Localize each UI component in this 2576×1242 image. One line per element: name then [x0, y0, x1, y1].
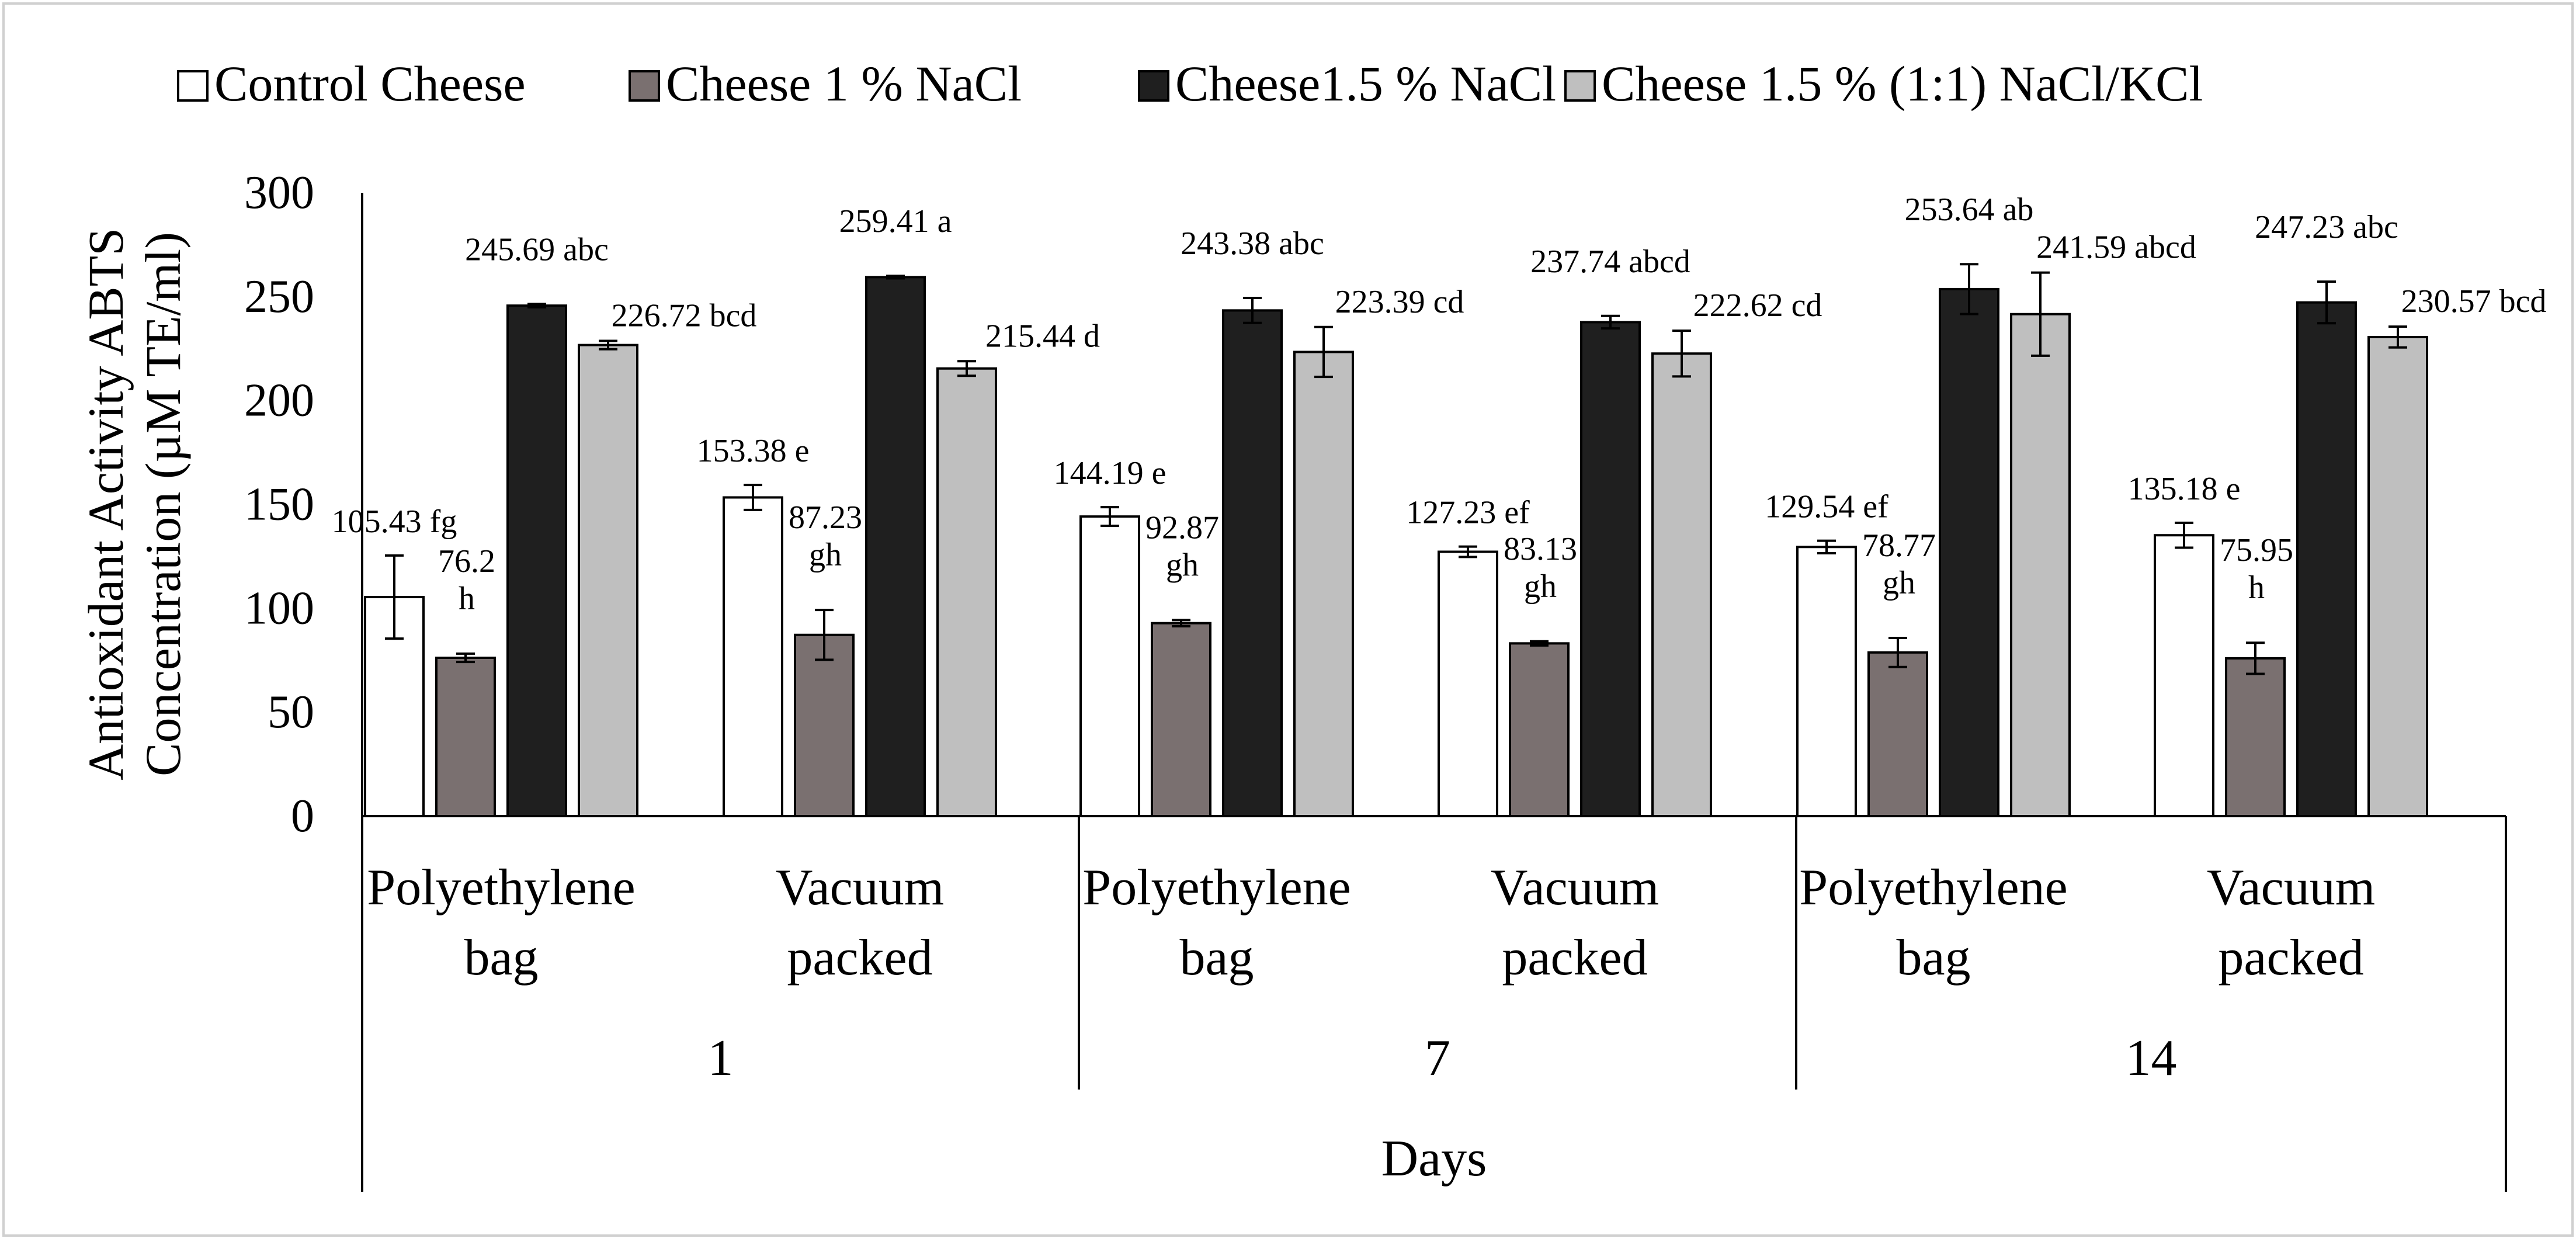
legend-swatch — [1138, 70, 1169, 102]
bar — [2225, 657, 2286, 818]
data-label: 245.69 abc — [465, 231, 609, 268]
bar — [1939, 287, 1999, 817]
data-label: 237.74 abcd — [1530, 244, 1690, 280]
y-tick-label: 0 — [291, 790, 314, 842]
bar — [1293, 351, 1354, 817]
x-day-label: 1 — [708, 1030, 734, 1087]
data-label: 92.87 gh — [1145, 509, 1219, 583]
bar — [1509, 642, 1570, 818]
x-category-label: packed — [2218, 929, 2363, 986]
data-label: 247.23 abc — [2255, 209, 2398, 245]
data-label: 127.23 ef — [1406, 495, 1530, 531]
data-label: 215.44 d — [985, 318, 1100, 354]
bar — [578, 344, 638, 817]
legend-swatch — [1564, 70, 1596, 102]
x-category-label: packed — [787, 929, 932, 986]
legend-label: Cheese1.5 % NaCl — [1175, 55, 1556, 112]
x-category-label: Vacuum — [2207, 859, 2375, 916]
bar — [1867, 651, 1928, 817]
x-category-label: Polyethylene — [1082, 859, 1351, 916]
x-axis-title: Days — [1381, 1130, 1487, 1187]
bar — [2154, 534, 2214, 817]
legend-swatch — [629, 70, 660, 102]
error-bars — [385, 263, 2407, 675]
bar — [2296, 301, 2357, 817]
legend-label: Cheese 1.5 % (1:1) NaCl/KCl — [1602, 55, 2203, 112]
x-category-label: bag — [464, 929, 538, 986]
data-label: 223.39 cd — [1335, 284, 1464, 320]
y-tick-label: 200 — [244, 375, 314, 426]
legend-swatch — [177, 70, 209, 102]
data-label: 78.77 gh — [1862, 528, 1936, 601]
data-labels: 105.43 fg 153.38 e 144.19 e 127.23 ef 129.54… — [332, 192, 2547, 617]
data-label: 144.19 e — [1054, 455, 1167, 491]
bar — [865, 276, 926, 817]
bar — [794, 633, 855, 817]
x-category-label: bag — [1896, 929, 1970, 986]
x-category-label: bag — [1179, 929, 1254, 986]
x-day-label: 7 — [1425, 1030, 1450, 1087]
y-tick-label: 100 — [244, 582, 314, 634]
data-label: 153.38 e — [697, 433, 810, 469]
bar — [1222, 309, 1283, 817]
data-label: 76.2 h — [438, 543, 495, 617]
bar — [435, 656, 496, 818]
x-category-label: Polyethylene — [1799, 859, 2067, 916]
data-label: 241.59 abcd — [2036, 230, 2196, 266]
x-category-label: Polyethylene — [367, 859, 635, 916]
legend-label: Control Cheese — [214, 55, 526, 112]
bar — [1796, 546, 1857, 817]
data-label: 75.95 h — [2220, 532, 2293, 606]
bar — [506, 304, 567, 817]
data-label: 87.23 gh — [789, 499, 862, 573]
bar — [1651, 352, 1712, 817]
x-day-label: 14 — [2126, 1030, 2177, 1087]
bar — [2010, 313, 2071, 817]
y-tick-label: 150 — [244, 479, 314, 530]
x-category-label: Vacuum — [1491, 859, 1659, 916]
y-axis: 0 50 100 150 200 250 300 Antioxidant Activity A… — [78, 167, 363, 842]
bar — [1580, 321, 1641, 817]
data-label: 129.54 ef — [1765, 489, 1888, 525]
legend: Control Cheese Cheese 1 % NaCl Cheese1.5 %… — [177, 55, 2203, 112]
y-tick-label: 50 — [268, 686, 314, 738]
legend-label: Cheese 1 % NaCl — [666, 55, 1022, 112]
data-label: 230.57 bcd — [2401, 283, 2547, 320]
bar — [2367, 335, 2428, 817]
data-label: 226.72 bcd — [612, 298, 757, 334]
data-label: 105.43 fg — [332, 504, 457, 540]
bar — [936, 367, 997, 817]
bar — [723, 496, 783, 817]
x-category-label: packed — [1502, 929, 1647, 986]
x-axis: Polyethylene bag Vacuum packed Polyethylene b… — [361, 815, 2507, 1192]
data-label: 259.41 a — [839, 203, 952, 240]
y-axis-label: Antioxidant Activity ABTSConcentration (… — [78, 228, 191, 780]
bar — [1079, 515, 1140, 817]
data-label: 253.64 ab — [1905, 192, 2034, 228]
data-label: 135.18 e — [2128, 471, 2241, 507]
data-label: 243.38 abc — [1181, 225, 1324, 262]
bar — [1438, 550, 1498, 817]
x-category-label: Vacuum — [776, 859, 944, 916]
y-tick-label: 300 — [244, 167, 314, 218]
data-label: 222.62 cd — [1693, 287, 1822, 324]
bar — [1151, 622, 1211, 818]
data-label: 83.13 gh — [1504, 531, 1577, 605]
y-tick-label: 250 — [244, 271, 314, 322]
